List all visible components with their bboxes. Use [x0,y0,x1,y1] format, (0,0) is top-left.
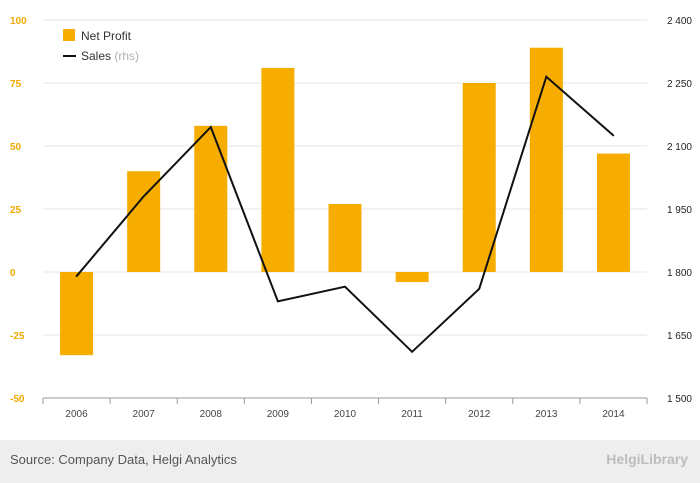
legend-net-profit-swatch [63,29,75,41]
source-text: Source: Company Data, Helgi Analytics [10,452,237,467]
y-right-tick-label: 1 950 [667,205,692,216]
net-profit-bar [529,47,563,272]
y-left-tick-label: 25 [10,205,22,216]
x-tick-label: 2013 [535,409,558,420]
y-left-tick-label: 100 [10,16,27,27]
legend: Net Profit Sales (rhs) [63,29,139,63]
net-profit-bar [194,125,228,272]
footer: Source: Company Data, Helgi Analytics He… [0,440,700,483]
x-tick-label: 2007 [133,409,156,420]
sales-point [142,195,145,198]
x-tick-label: 2012 [468,409,491,420]
net-profit-bar [328,203,362,272]
y-left-tick-label: 75 [10,79,22,90]
net-profit-bar [60,272,94,356]
y-right-tick-label: 2 100 [667,142,692,153]
sales-point [478,288,481,290]
x-tick-label: 2011 [401,409,423,420]
legend-sales-label: Sales [81,49,111,63]
sales-point [344,285,346,288]
net-profit-bar [127,171,161,272]
x-tick-label: 2006 [65,409,88,420]
net-profit-bar [395,272,429,283]
y-left-tick-label: 50 [10,142,22,153]
y-left-tick-label: 0 [10,268,16,279]
sales-point [545,75,548,78]
x-tick-label: 2008 [200,409,223,420]
sales-line [75,74,615,354]
x-tick-label: 2014 [602,409,625,420]
axes: 100 75 50 25 0 -25 -50 2 400 2 250 2 100 1 950 1 80… [10,16,692,420]
net-profit-bar [462,83,496,272]
legend-sales-note: (rhs) [114,49,139,63]
y-right-tick-label: 2 400 [667,16,692,27]
y-left-tick-label: -25 [10,331,25,342]
brand-logo[interactable]: HelgiLibrary [606,451,688,467]
y-right-tick-label: 1 800 [667,268,692,279]
x-tick-label: 2009 [267,409,290,420]
y-right-tick-label: 1 500 [667,394,692,405]
legend-net-profit-label: Net Profit [81,29,132,43]
sales-point [612,134,615,137]
combo-chart: 100 75 50 25 0 -25 -50 2 400 2 250 2 100 1 950 1 80… [10,16,692,420]
y-right-tick-label: 1 650 [667,331,692,342]
sales-point [209,126,212,128]
sales-point [411,351,413,353]
net-profit-bar [261,67,295,272]
x-tick-label: 2010 [334,409,357,420]
sales-point [277,300,279,303]
sales-point [75,275,78,278]
net-profit-bars [60,47,630,356]
y-right-tick-label: 2 250 [667,79,692,90]
net-profit-bar [596,153,630,272]
y-left-tick-label: -50 [10,394,25,405]
svg-text:Sales (rhs): Sales (rhs) [81,49,139,63]
